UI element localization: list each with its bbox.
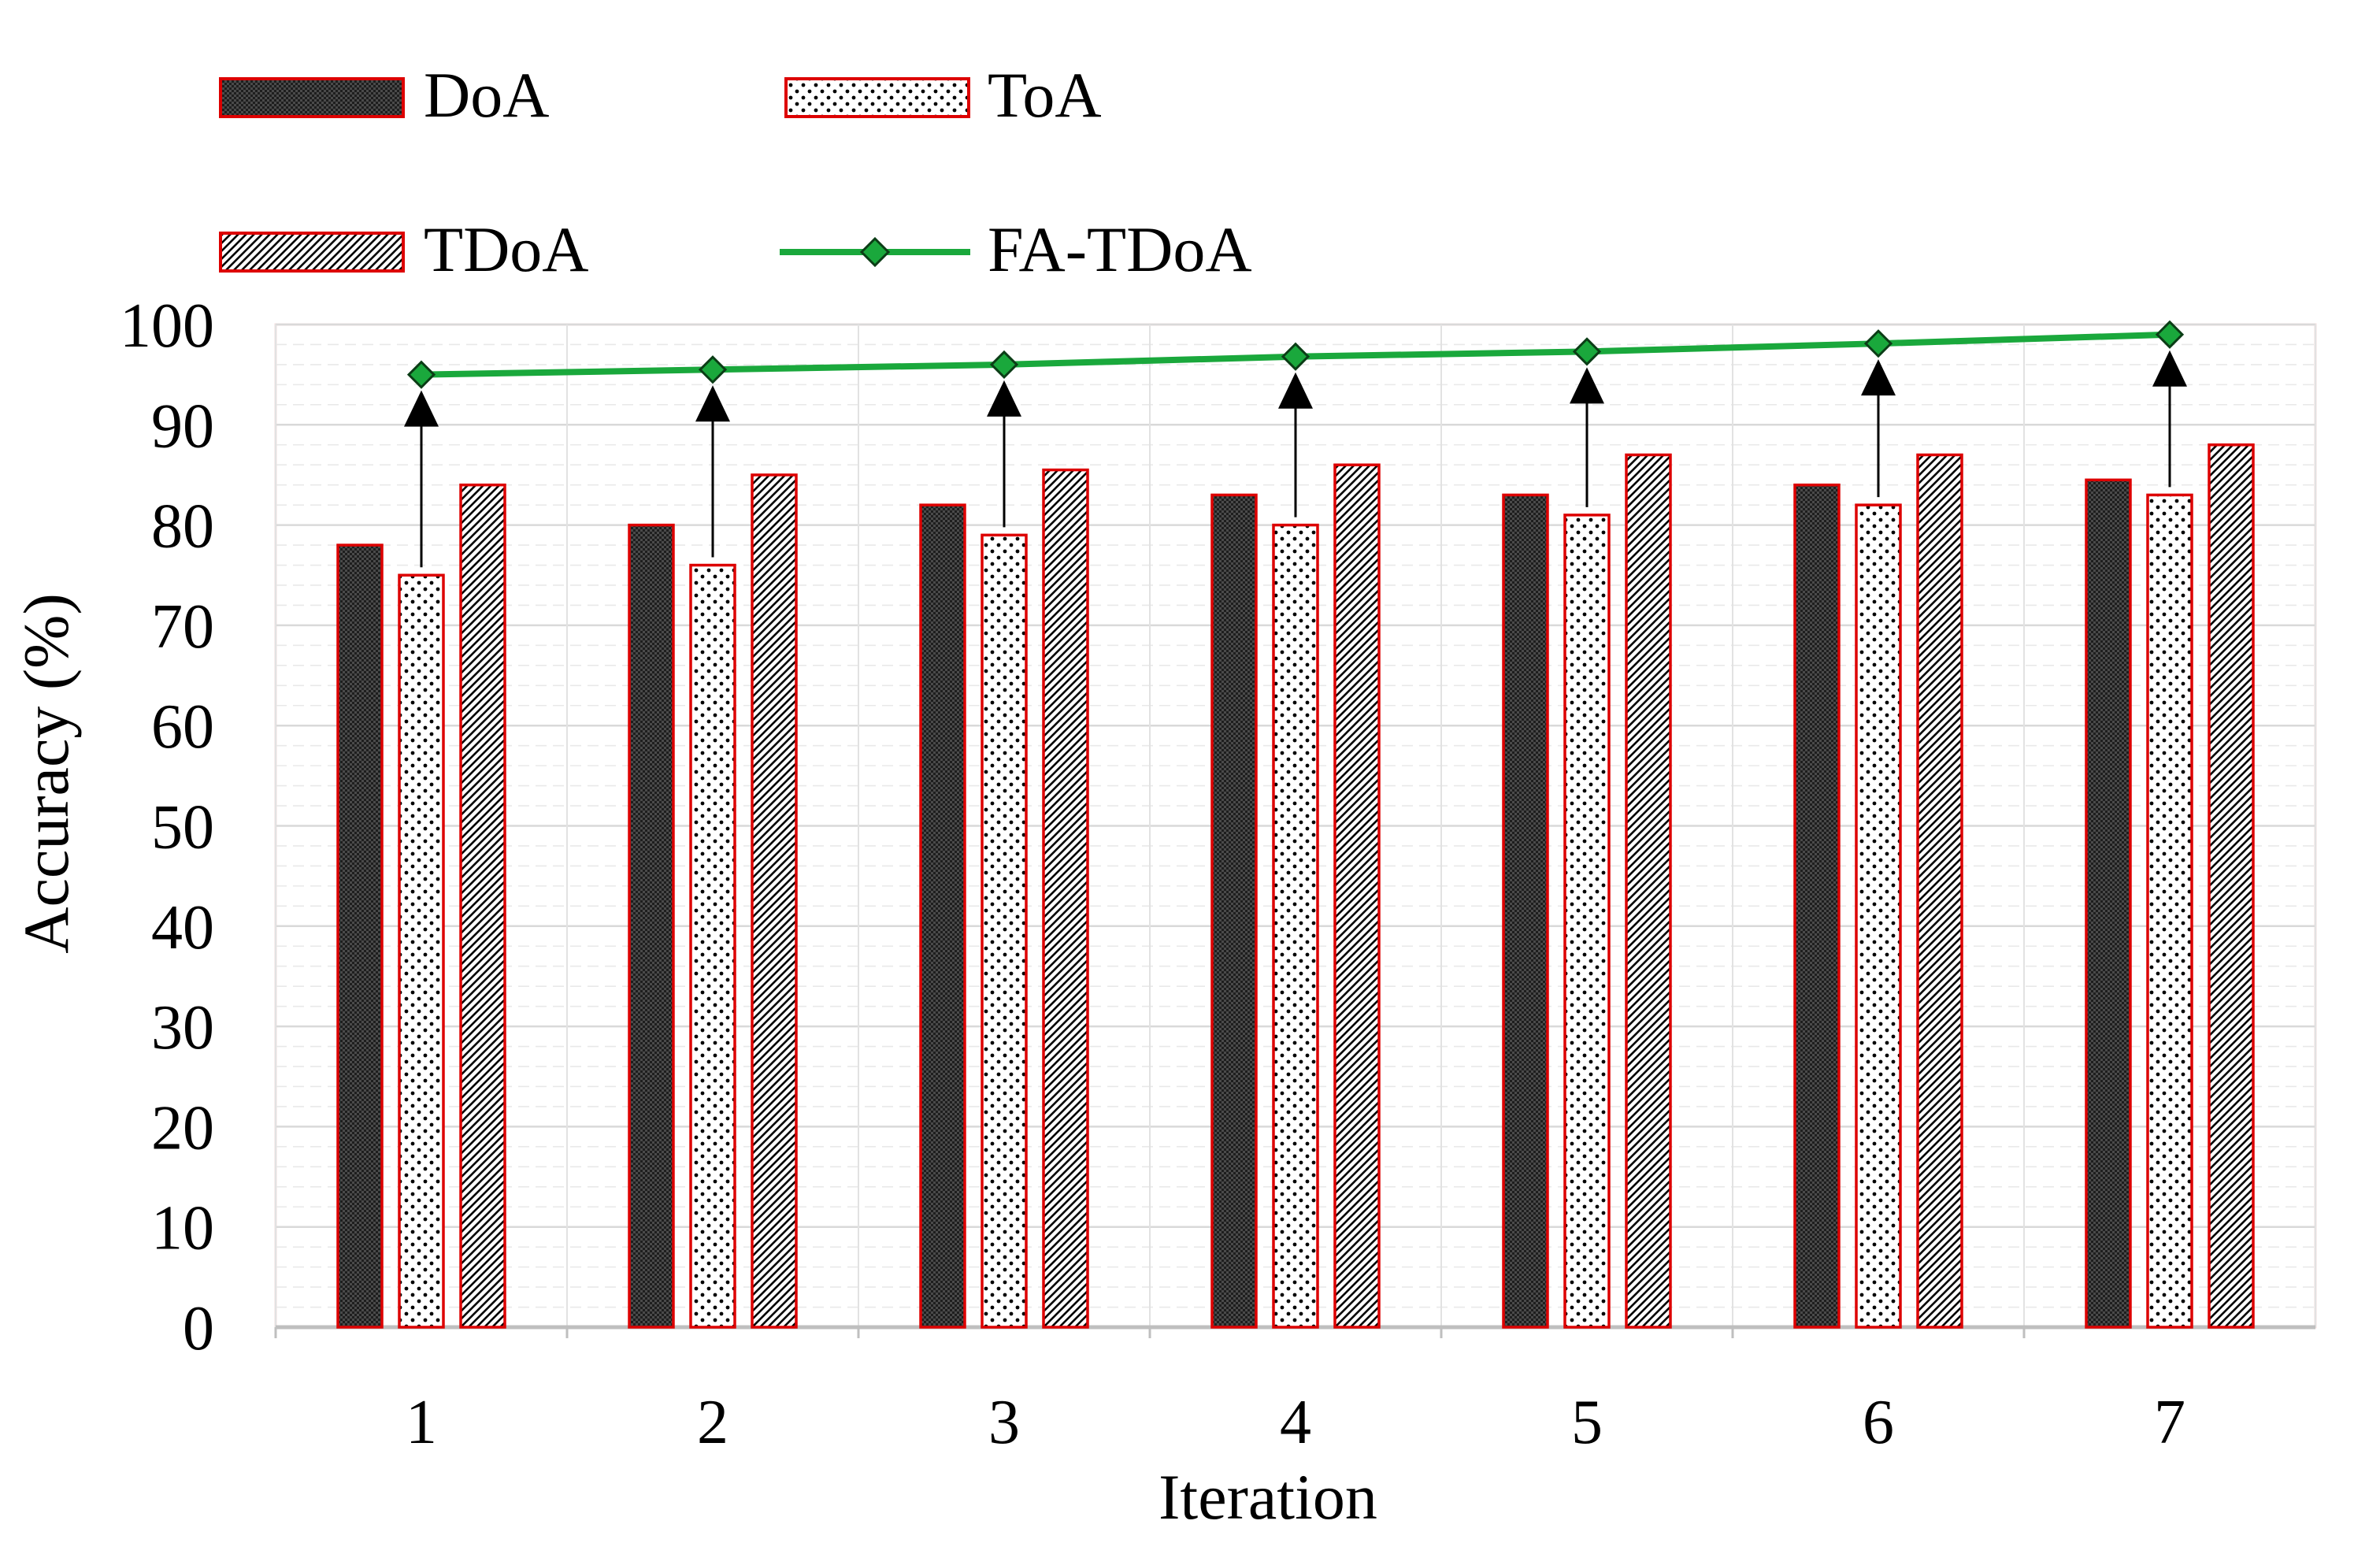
bar-toa bbox=[1272, 523, 1319, 1329]
bar-doa bbox=[1502, 493, 1549, 1329]
x-tick-label: 6 bbox=[1863, 1388, 1894, 1457]
bar-tdoa bbox=[1333, 463, 1381, 1329]
y-tick-label: 0 bbox=[183, 1294, 214, 1363]
y-tick-label: 10 bbox=[151, 1194, 214, 1263]
y-tick-label: 50 bbox=[151, 793, 214, 862]
arrow-head bbox=[2152, 350, 2187, 387]
legend-swatch-fa-tdoa-marker bbox=[859, 236, 891, 268]
y-tick-label: 40 bbox=[151, 893, 214, 963]
bar-tdoa bbox=[459, 483, 506, 1329]
fa-tdoa-point bbox=[989, 350, 1019, 380]
bar-toa bbox=[398, 573, 445, 1329]
y-tick-label: 60 bbox=[151, 692, 214, 762]
legend-swatch-toa bbox=[784, 77, 970, 118]
x-tick-label: 5 bbox=[1571, 1388, 1603, 1457]
bar-doa bbox=[628, 523, 675, 1329]
fa-tdoa-point bbox=[2155, 320, 2185, 349]
bar-tdoa bbox=[1916, 453, 1963, 1329]
bar-toa bbox=[981, 533, 1028, 1329]
arrow-head bbox=[1861, 359, 1896, 396]
y-tick-label: 20 bbox=[151, 1093, 214, 1163]
bars bbox=[336, 443, 2255, 1329]
arrow-head bbox=[1278, 372, 1313, 409]
arrow-head bbox=[695, 385, 730, 422]
y-tick-label: 30 bbox=[151, 993, 214, 1063]
arrows bbox=[404, 350, 2187, 568]
y-tick-label: 70 bbox=[151, 592, 214, 662]
arrow-head bbox=[987, 380, 1021, 417]
bar-doa bbox=[1210, 493, 1258, 1329]
fa-tdoa-series bbox=[406, 320, 2185, 389]
legend-label-toa: ToA bbox=[988, 59, 1102, 131]
legend: DoA ToA TDoA FA-TDoA bbox=[219, 59, 1252, 285]
fa-tdoa-point bbox=[1572, 337, 1602, 366]
bar-doa bbox=[336, 543, 384, 1329]
fa-tdoa-point bbox=[406, 360, 436, 389]
y-axis-title: Accuracy (%) bbox=[10, 593, 82, 954]
arrow-head bbox=[404, 390, 439, 427]
fa-tdoa-point bbox=[1281, 342, 1310, 371]
bar-tdoa bbox=[1625, 453, 1672, 1329]
bar-tdoa bbox=[2208, 443, 2255, 1329]
bar-toa bbox=[689, 563, 736, 1329]
bar-tdoa bbox=[751, 473, 798, 1329]
y-tick-label: 80 bbox=[151, 492, 214, 562]
x-axis-title: Iteration bbox=[1158, 1461, 1377, 1533]
legend-swatch-tdoa bbox=[219, 232, 405, 273]
bar-doa bbox=[1793, 483, 1841, 1329]
legend-label-tdoa: TDoA bbox=[424, 213, 589, 285]
x-tick-label: 3 bbox=[988, 1388, 1020, 1457]
x-tick-label: 1 bbox=[406, 1388, 437, 1457]
x-tick-label: 7 bbox=[2154, 1388, 2185, 1457]
bar-toa bbox=[2146, 493, 2193, 1329]
fa-tdoa-point bbox=[698, 355, 728, 384]
y-tick-label: 90 bbox=[151, 391, 214, 461]
y-tick-label: 100 bbox=[120, 291, 214, 361]
fa-tdoa-point bbox=[1863, 329, 1893, 358]
legend-label-doa: DoA bbox=[424, 59, 549, 131]
bar-tdoa bbox=[1042, 468, 1089, 1329]
legend-swatch-doa bbox=[219, 77, 405, 118]
bar-toa bbox=[1855, 503, 1902, 1329]
arrow-head bbox=[1570, 367, 1604, 404]
x-tick-label: 2 bbox=[697, 1388, 728, 1457]
bar-toa bbox=[1563, 514, 1611, 1329]
x-tick-label: 4 bbox=[1280, 1388, 1311, 1457]
legend-label-fa-tdoa: FA-TDoA bbox=[988, 213, 1252, 285]
bar-doa bbox=[2085, 478, 2132, 1329]
bar-doa bbox=[919, 503, 966, 1329]
